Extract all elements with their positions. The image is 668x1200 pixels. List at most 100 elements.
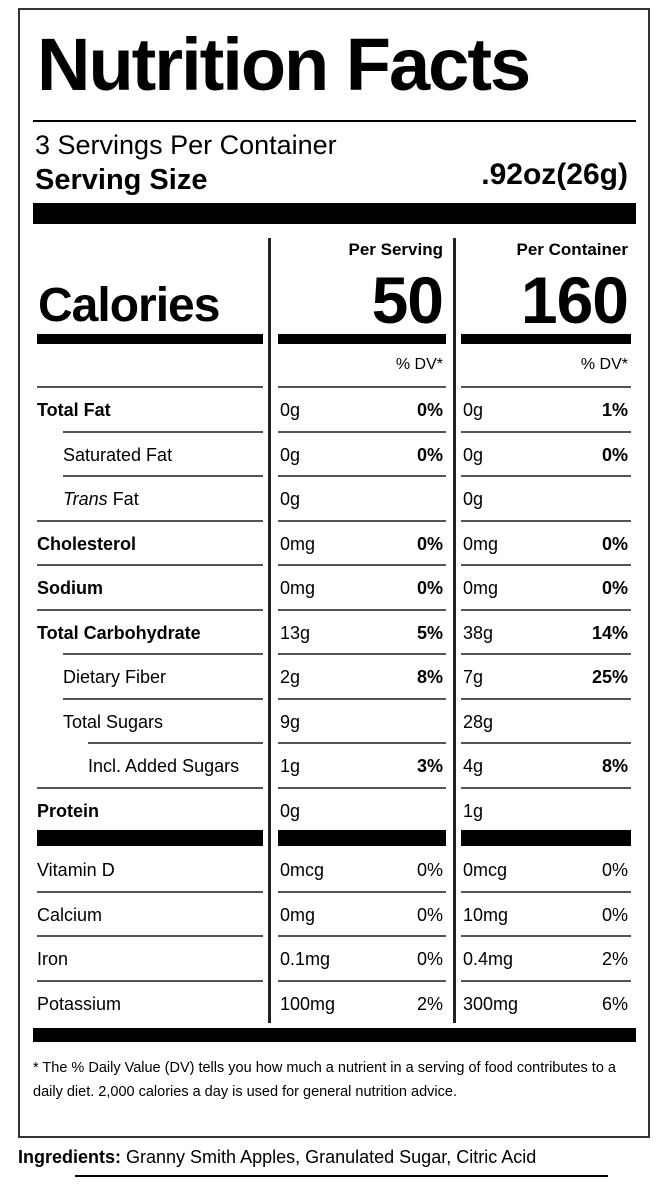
serving-amount: 0g xyxy=(280,489,301,509)
vitamin-serving-amount: 0mcg xyxy=(280,860,325,880)
serving-amount: 0g xyxy=(280,800,301,821)
vitamin-serving-dv: 0% xyxy=(416,904,443,925)
daily-value-footnote: * The % Daily Value (DV) tells you how m… xyxy=(33,1060,616,1100)
row-divider-container xyxy=(461,386,631,388)
container-amount: 4g xyxy=(463,756,484,776)
vitamin-container-amount: 0.4mg xyxy=(463,949,514,969)
container-dv: 0% xyxy=(601,578,628,598)
vitamin-container-dv: 6% xyxy=(601,993,628,1014)
row-divider-label xyxy=(37,564,263,566)
vitamin-container-amount: 0mcg xyxy=(463,860,508,880)
row-divider-container xyxy=(461,890,631,893)
vitamin-label: Vitamin D xyxy=(37,860,115,880)
nutrition-facts-panel xyxy=(18,8,650,1138)
serving-amount: 13g xyxy=(280,622,311,643)
row-divider-label xyxy=(37,890,263,893)
row-divider-serving xyxy=(278,653,446,655)
serving-dv: 8% xyxy=(416,667,443,687)
calories-label: Calories xyxy=(38,279,220,332)
serving-amount: 0g xyxy=(280,444,301,465)
vitamin-container-amount: 10mg xyxy=(463,904,509,925)
calories-per-serving: 50 xyxy=(371,263,444,337)
ingredients-line: Ingredients: Granny Smith Apples, Granul… xyxy=(18,1147,536,1168)
serving-dv: 3% xyxy=(416,756,443,776)
serving-dv: 0% xyxy=(416,533,443,554)
row-divider-label xyxy=(37,935,263,937)
row-divider-serving xyxy=(278,430,446,433)
nutrient-label: Saturated Fat xyxy=(63,444,173,465)
row-divider-container xyxy=(461,786,631,789)
row-divider-serving xyxy=(278,979,446,982)
nutrient-label: Dietary Fiber xyxy=(63,667,167,687)
row-divider-container xyxy=(461,519,631,522)
serving-amount: 9g xyxy=(280,711,301,732)
nutrient-label-rest: Fat xyxy=(107,489,139,509)
row-divider-serving xyxy=(278,564,446,566)
serving-size-value: .92oz(26g) xyxy=(481,158,628,191)
vitamin-serving-amount: 0mg xyxy=(280,904,316,925)
dv-header-container: % DV* xyxy=(580,356,628,373)
serving-amount: 0mg xyxy=(280,578,316,598)
row-divider-serving xyxy=(278,742,446,744)
vitamin-label: Iron xyxy=(37,949,69,969)
vitamin-container-amount: 300mg xyxy=(463,993,519,1014)
nutrient-label-italic: Trans xyxy=(63,489,108,509)
row-divider-label xyxy=(37,386,263,388)
row-divider-container xyxy=(461,608,631,611)
row-divider-serving xyxy=(278,608,446,611)
row-divider-container xyxy=(461,935,631,937)
nutrient-label: Cholesterol xyxy=(37,533,137,554)
container-dv: 25% xyxy=(591,667,628,687)
calories-per-container: 160 xyxy=(520,263,629,337)
serving-dv: 0% xyxy=(416,444,443,465)
thick-divider-bottom xyxy=(33,1028,636,1042)
row-divider-label xyxy=(63,697,263,700)
container-dv: 1% xyxy=(601,400,628,420)
row-divider-serving xyxy=(278,475,446,477)
serving-dv: 0% xyxy=(416,578,443,598)
row-divider-label xyxy=(37,979,263,982)
row-divider-serving xyxy=(278,519,446,522)
container-amount: 0g xyxy=(463,444,484,465)
per-container-header: Per Container xyxy=(516,240,628,259)
serving-dv: 5% xyxy=(416,622,443,643)
container-amount: 0g xyxy=(463,400,484,420)
row-divider-container xyxy=(461,742,631,744)
vitamin-serving-amount: 0.1mg xyxy=(280,949,331,969)
nutrient-label: Trans Fat xyxy=(63,490,139,508)
vitamin-label: Calcium xyxy=(37,904,103,925)
row-divider-label xyxy=(37,786,263,789)
container-dv: 8% xyxy=(601,756,628,776)
column-divider-right xyxy=(453,238,456,1023)
nutrient-label: Total Fat xyxy=(37,400,111,420)
container-amount: 38g xyxy=(463,622,494,643)
container-dv: 0% xyxy=(601,533,628,554)
row-divider-label xyxy=(63,653,263,655)
vitamin-serving-amount: 100mg xyxy=(280,993,336,1014)
vitamin-serving-dv: 2% xyxy=(416,993,443,1014)
dv-header-serving: % DV* xyxy=(395,356,443,373)
row-divider-container xyxy=(461,979,631,982)
row-divider-container xyxy=(461,475,631,477)
nutrient-label: Protein xyxy=(37,800,100,821)
serving-size-label: Serving Size xyxy=(35,164,208,196)
calories-divider-label xyxy=(37,334,263,344)
serving-dv: 0% xyxy=(416,400,443,420)
vitamins-divider-label xyxy=(37,830,263,846)
vitamin-serving-dv: 0% xyxy=(416,949,443,969)
container-dv: 0% xyxy=(601,444,628,465)
vitamin-container-dv: 0% xyxy=(601,904,628,925)
calories-divider-serving xyxy=(278,334,446,344)
container-dv: 14% xyxy=(591,622,628,643)
per-serving-header: Per Serving xyxy=(348,240,444,259)
serving-amount: 1g xyxy=(280,756,301,776)
vitamins-divider-serving xyxy=(278,830,446,846)
title-divider xyxy=(33,120,636,122)
vitamin-container-dv: 0% xyxy=(601,860,628,880)
row-divider-container xyxy=(461,653,631,655)
vitamin-serving-dv: 0% xyxy=(416,860,443,880)
vitamins-divider-container xyxy=(461,830,631,846)
servings-per-container: 3 Servings Per Container xyxy=(35,130,337,160)
serving-amount: 0g xyxy=(280,400,301,420)
page-title: Nutrition Facts xyxy=(37,23,531,106)
